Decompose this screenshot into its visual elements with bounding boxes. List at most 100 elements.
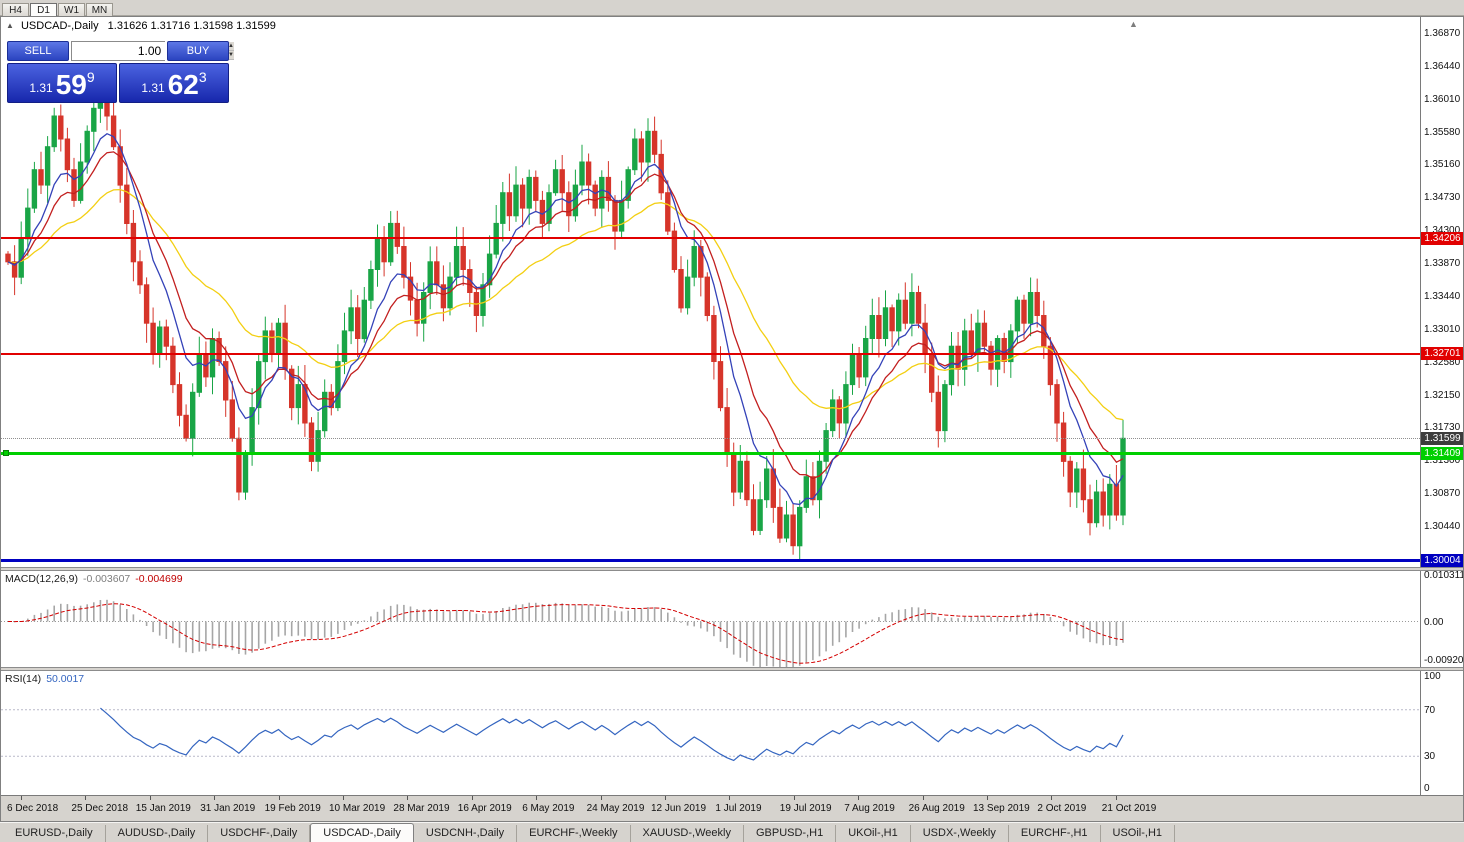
macd-axis-label: 0.010311 — [1424, 571, 1463, 581]
date-label: 24 May 2019 — [586, 803, 645, 814]
price-axis-label: 1.35160 — [1424, 159, 1461, 171]
price-chart-canvas[interactable] — [1, 17, 1420, 567]
price-axis-label: 1.34300 — [1424, 225, 1461, 237]
date-label: 1 Jul 2019 — [715, 803, 762, 814]
macd-axis-label: -0.009203 — [1424, 655, 1463, 666]
macd-panel[interactable]: MACD(12,26,9) -0.003607 -0.004699 — [1, 571, 1420, 667]
chart-shift-marker: ▲ — [1129, 19, 1138, 29]
timeframe-toolbar: H4 D1 W1 MN — [0, 0, 1464, 17]
price-tag-support_green: 1.31409 — [1421, 446, 1463, 460]
panel-splitter[interactable] — [1, 667, 1463, 671]
panel-splitter[interactable] — [1, 567, 1463, 571]
date-tick — [149, 796, 151, 800]
tab-gbpusd-h1[interactable]: GBPUSD-,H1 — [744, 825, 837, 842]
date-label: 25 Dec 2018 — [71, 803, 129, 814]
buy-price-prefix: 1.31 — [141, 81, 165, 95]
sell-button[interactable]: SELL — [7, 41, 69, 61]
date-label: 15 Jan 2019 — [135, 803, 191, 814]
date-tick — [987, 796, 988, 800]
macd-axis[interactable]: 0.010311 0.00 -0.009203 — [1420, 571, 1463, 667]
date-label: 6 Dec 2018 — [7, 803, 59, 814]
level-line-resistance2[interactable] — [1, 352, 1420, 355]
date-tick — [922, 796, 924, 800]
one-click-collapse-icon[interactable]: ▲ — [6, 21, 14, 30]
price-axis-label: 1.30870 — [1424, 488, 1461, 500]
macd-main-value: -0.003607 — [82, 573, 131, 585]
date-label: 12 Jun 2019 — [651, 803, 707, 814]
price-chart-panel[interactable]: ▲ ▲ USDCAD-,Daily 1.31626 1.31716 1.3159… — [1, 17, 1420, 567]
period-button-h4[interactable]: H4 — [2, 3, 29, 17]
date-label: 13 Sep 2019 — [973, 803, 1030, 814]
period-button-mn[interactable]: MN — [86, 3, 113, 17]
date-tick — [793, 796, 795, 800]
rsi-axis-label: 30 — [1424, 751, 1436, 763]
date-tick — [536, 796, 538, 800]
price-tag-resistance1: 1.34206 — [1421, 231, 1463, 245]
tab-eurchf-h1[interactable]: EURCHF-,H1 — [1009, 825, 1101, 842]
date-tick — [407, 796, 409, 800]
price-axis-label: 1.31300 — [1424, 455, 1461, 467]
level-line-support_green[interactable] — [1, 451, 1420, 455]
price-axis-label: 1.36870 — [1424, 27, 1461, 39]
date-tick — [665, 796, 666, 800]
buy-button[interactable]: BUY — [167, 41, 229, 61]
price-axis-label: 1.30440 — [1424, 521, 1461, 533]
trendline-anchor[interactable] — [3, 450, 9, 456]
price-axis-label: 1.31730 — [1424, 422, 1461, 434]
rsi-panel[interactable]: RSI(14) 50.0017 — [1, 671, 1420, 795]
price-axis-label: 1.32150 — [1424, 390, 1461, 402]
date-label: 7 Aug 2019 — [844, 803, 895, 814]
period-button-d1[interactable]: D1 — [30, 3, 57, 17]
date-tick — [214, 796, 216, 800]
date-tick — [600, 796, 602, 800]
volume-spinner-up-icon[interactable]: ▲ — [228, 42, 234, 51]
price-axis-label: 1.35580 — [1424, 126, 1461, 138]
sell-price-pips: 59 — [55, 69, 87, 100]
price-tag-resistance2: 1.32701 — [1421, 347, 1463, 361]
price-axis-label: 1.34730 — [1424, 192, 1461, 204]
macd-canvas[interactable] — [1, 571, 1420, 667]
price-axis-label: 1.32580 — [1424, 357, 1461, 369]
date-tick — [858, 796, 860, 800]
date-tick — [1115, 796, 1117, 800]
rsi-canvas[interactable] — [1, 671, 1420, 795]
rsi-axis[interactable]: 100 70 30 0 — [1420, 671, 1463, 795]
buy-price-point: 3 — [198, 69, 207, 85]
date-tick — [21, 796, 22, 800]
chart-tab-bar: EURUSD-,Daily AUDUSD-,Daily USDCHF-,Daily U… — [0, 822, 1464, 842]
price-axis-label: 1.33870 — [1424, 258, 1461, 270]
period-button-w1[interactable]: W1 — [58, 3, 85, 17]
tab-xauusd-weekly[interactable]: XAUUSD-,Weekly — [631, 825, 744, 842]
tab-ukoil-h1[interactable]: UKOil-,H1 — [836, 825, 911, 842]
tab-usoil-h1[interactable]: USOil-,H1 — [1101, 825, 1176, 842]
sell-price-display[interactable]: 1.31 59 9 — [7, 63, 117, 103]
rsi-value: 50.0017 — [46, 673, 85, 685]
sell-price-point: 9 — [86, 69, 95, 85]
date-tick — [343, 796, 344, 800]
tab-audusd-daily[interactable]: AUDUSD-,Daily — [106, 825, 209, 842]
price-axis-label: 1.33010 — [1424, 324, 1461, 336]
chart-header: ▲ USDCAD-,Daily 1.31626 1.31716 1.31598 … — [6, 20, 276, 32]
level-line-resistance1[interactable] — [1, 237, 1420, 240]
date-label: 26 Aug 2019 — [908, 803, 965, 814]
buy-price-display[interactable]: 1.31 62 3 — [119, 63, 229, 103]
tab-usdchf-daily[interactable]: USDCHF-,Daily — [208, 825, 311, 842]
tab-eurusd-daily[interactable]: EURUSD-,Daily — [3, 825, 106, 842]
date-label: 21 Oct 2019 — [1101, 803, 1157, 814]
date-axis[interactable]: 6 Dec 2018 25 Dec 2018 15 Jan 2019 31 Jan 2… — [1, 795, 1463, 821]
tab-usdcad-daily[interactable]: USDCAD-,Daily — [310, 823, 414, 842]
volume-spinner-down-icon[interactable]: ▼ — [228, 51, 234, 60]
tab-eurchf-weekly[interactable]: EURCHF-,Weekly — [517, 825, 631, 842]
date-label: 6 May 2019 — [522, 803, 575, 814]
buy-price-pips: 62 — [167, 69, 199, 100]
price-axis[interactable]: 1.36870 1.36440 1.36010 1.35580 1.35160 1.347… — [1420, 17, 1463, 567]
macd-signal-value: -0.004699 — [135, 573, 183, 585]
sell-price-prefix: 1.31 — [29, 81, 53, 95]
tab-usdx-weekly[interactable]: USDX-,Weekly — [911, 825, 1009, 842]
level-line-support_blue[interactable] — [1, 559, 1420, 563]
rsi-axis-label: 70 — [1424, 704, 1436, 716]
date-label: 19 Feb 2019 — [264, 803, 321, 814]
tab-usdcnh-daily[interactable]: USDCNH-,Daily — [414, 825, 518, 842]
price-axis-label: 1.33440 — [1424, 291, 1461, 303]
macd-name: MACD(12,26,9) — [5, 573, 78, 585]
